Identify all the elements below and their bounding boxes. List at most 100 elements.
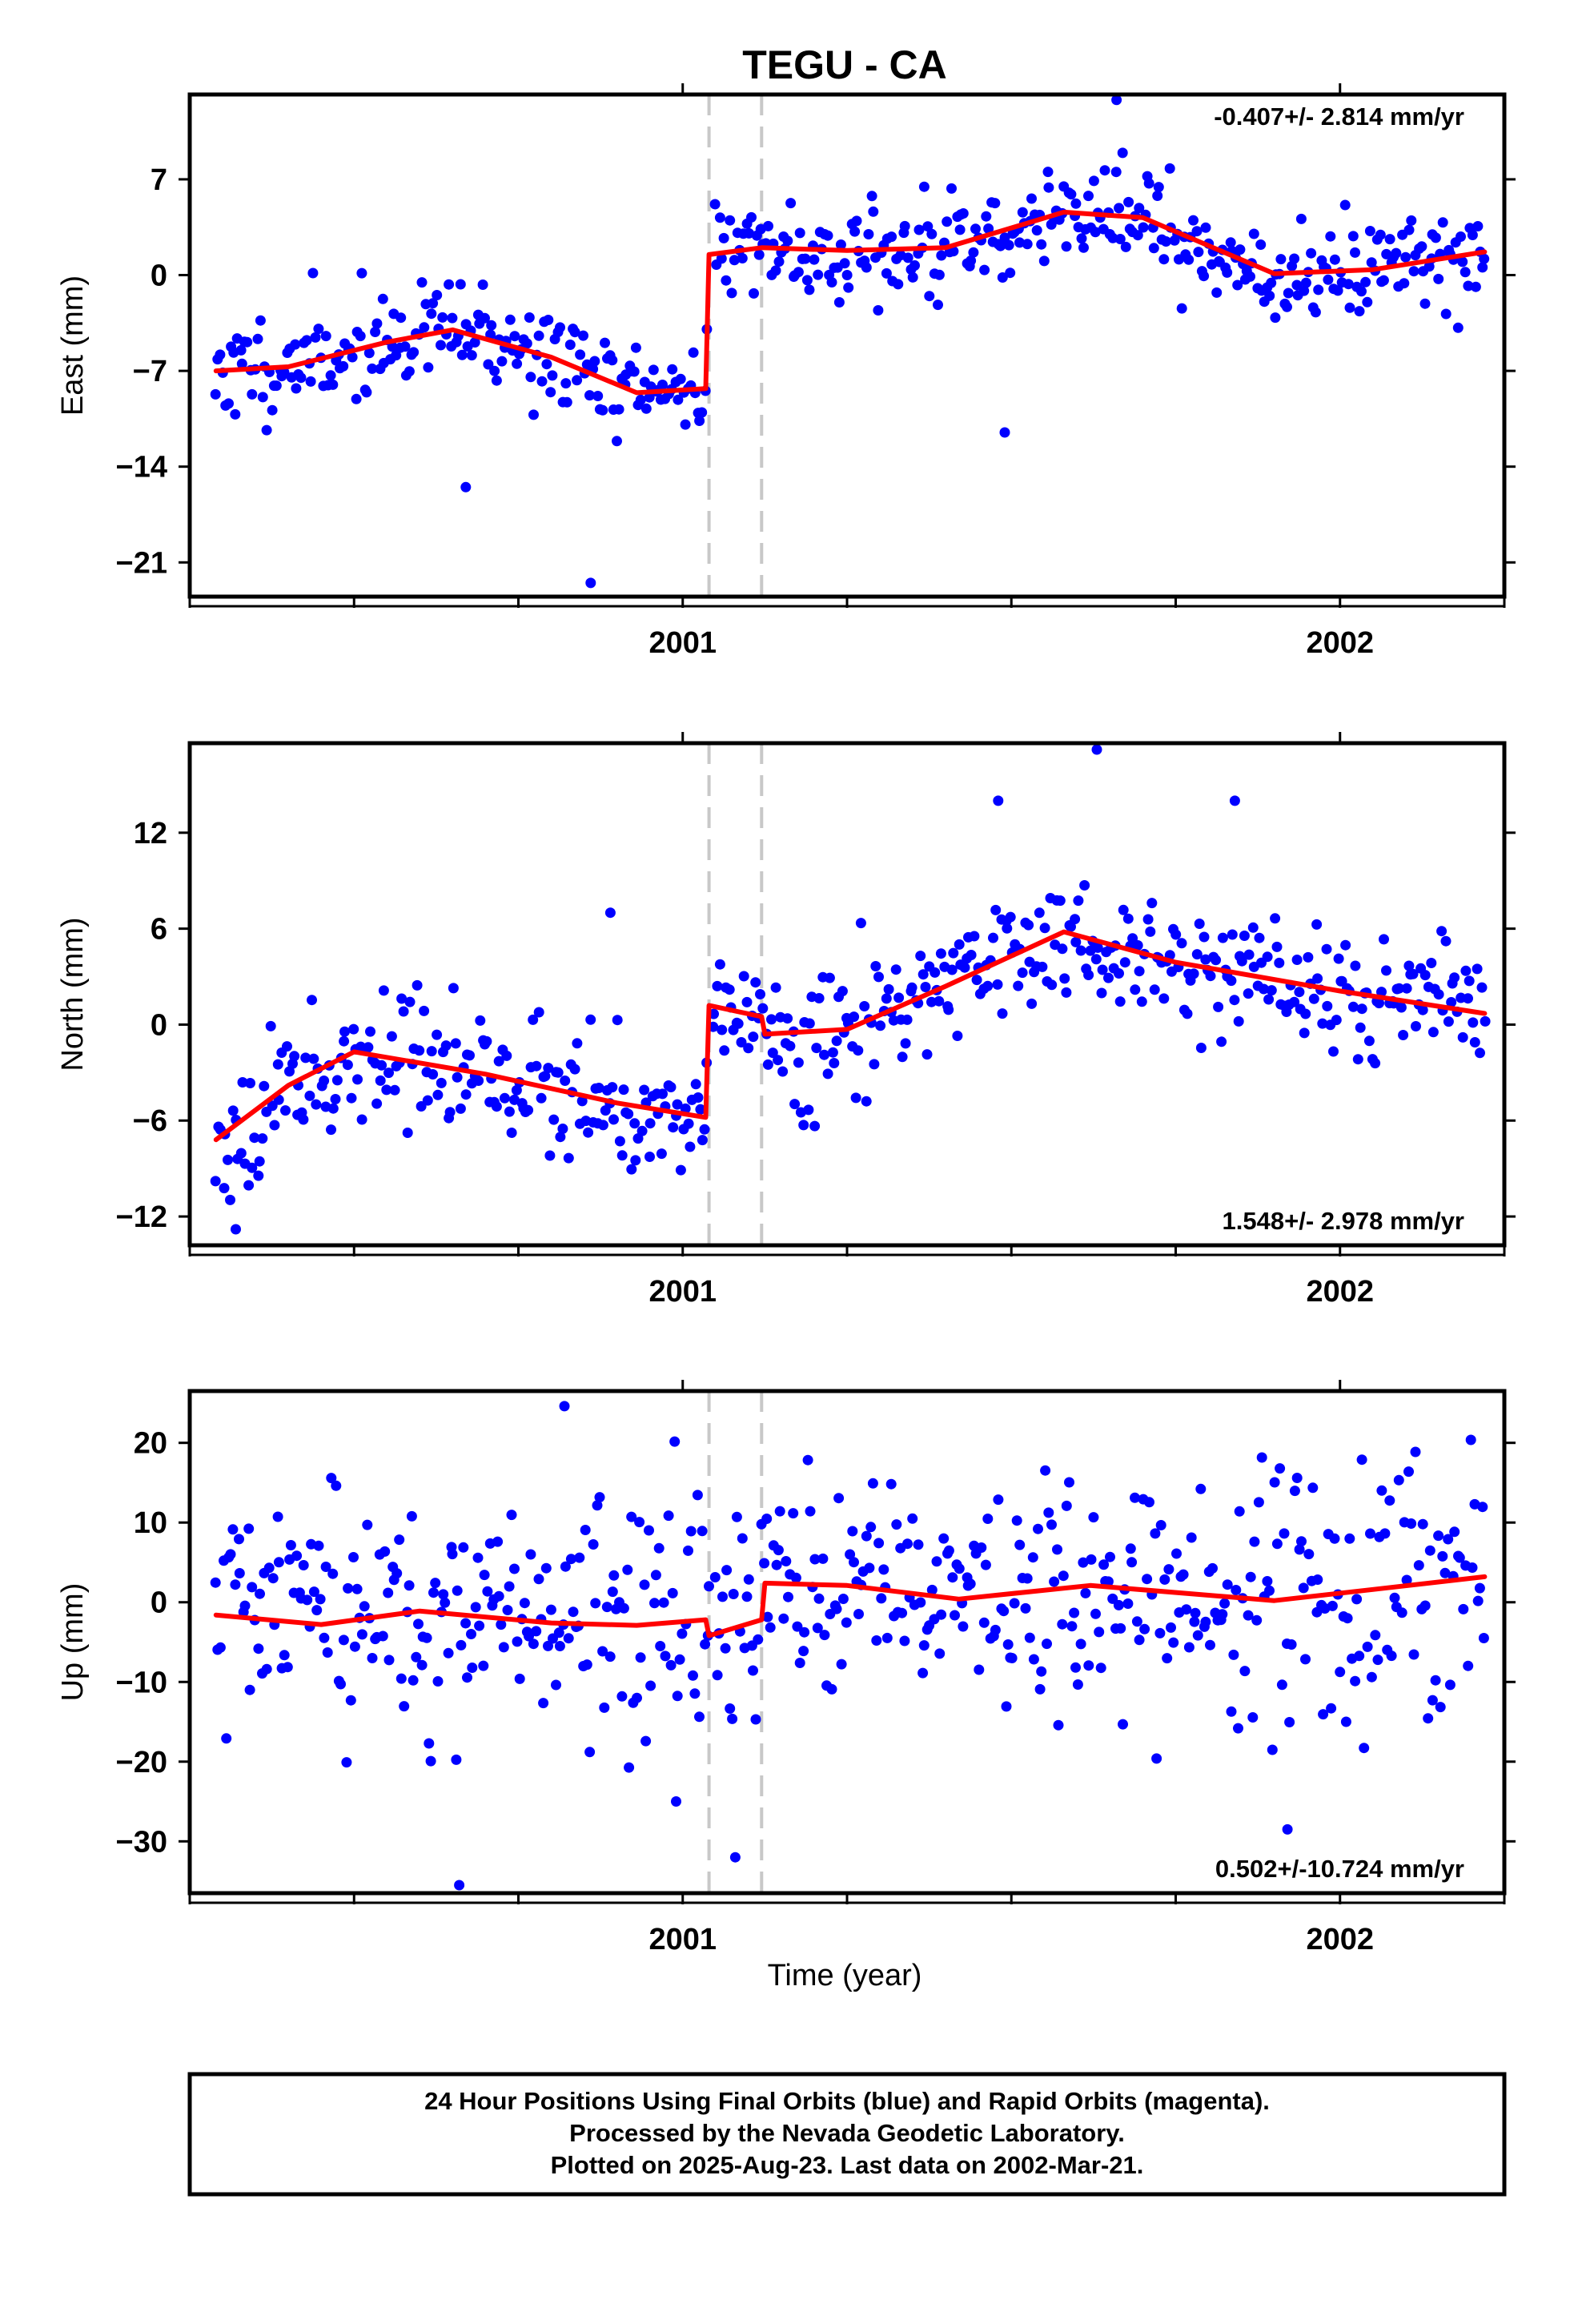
up-data-point [980, 1559, 991, 1570]
north-data-point [422, 1095, 433, 1106]
up-data-point [873, 1538, 885, 1549]
north-data-point [906, 982, 917, 993]
north-data-point [371, 1098, 383, 1109]
east-frame [187, 92, 1507, 599]
north-data-point [1103, 972, 1114, 983]
north-data-point [644, 1118, 656, 1129]
north-data-point [1350, 960, 1361, 971]
north-data-point [1303, 951, 1314, 963]
up-data-point [607, 1586, 618, 1598]
north-data-point [900, 1038, 911, 1049]
north-data-point [473, 1076, 484, 1086]
north-y-tick-label: −12 [116, 1200, 167, 1234]
up-data-point [1163, 1564, 1174, 1575]
up-data-point [440, 1597, 451, 1608]
north-data-point [741, 996, 753, 1007]
up-data-point [327, 1568, 339, 1579]
up-data-point [215, 1642, 226, 1653]
east-data-point [1120, 241, 1131, 252]
up-data-point [1142, 1574, 1153, 1585]
up-data-point [466, 1629, 476, 1639]
up-data-point [1437, 1550, 1448, 1562]
east-data-point [367, 363, 378, 374]
up-model-curve [213, 1574, 1488, 1638]
east-data-point [509, 331, 520, 342]
east-data-point [236, 358, 247, 369]
north-data-point [428, 1069, 439, 1080]
east-data-point [981, 211, 992, 222]
up-data-point [367, 1653, 378, 1663]
north-data-point [237, 1077, 248, 1088]
east-data-point [1295, 213, 1307, 224]
east-data-point [230, 408, 241, 420]
up-data-point [1372, 1655, 1383, 1666]
east-data-point [1193, 247, 1204, 258]
up-data-point [1239, 1666, 1251, 1677]
north-data-point [300, 1052, 311, 1063]
north-data-point [849, 1011, 860, 1023]
up-data-point [1144, 1497, 1154, 1508]
up-data-point [243, 1523, 255, 1534]
north-data-point [920, 982, 931, 992]
north-data-point [859, 1001, 870, 1011]
up-data-point [622, 1564, 633, 1575]
up-data-point [1057, 1618, 1068, 1630]
up-data-point [1186, 1532, 1197, 1543]
north-data-point [824, 972, 835, 983]
east-data-point [1099, 165, 1110, 176]
north-data-point [850, 1092, 861, 1104]
north-data-point [897, 1051, 908, 1063]
up-data-point [383, 1655, 395, 1666]
east-data-point [408, 347, 420, 358]
up-data-point [1064, 1477, 1074, 1488]
east-data-point [377, 293, 388, 304]
north-panel: 12 6 0 −6 −12 2001 2002 North (mm) 1.548+/- 2.97… [56, 732, 1516, 1309]
east-data-point [1199, 271, 1210, 282]
north-data-point [881, 993, 892, 1004]
north-data-point [1034, 907, 1045, 919]
north-data-point [557, 1124, 568, 1134]
east-data-point [833, 297, 845, 308]
up-data-point [671, 1796, 681, 1807]
north-data-point [235, 1148, 247, 1159]
east-data-point [1160, 236, 1171, 247]
east-data-point [1291, 279, 1303, 291]
east-data-point [1138, 222, 1149, 233]
east-data-point [223, 398, 234, 409]
east-data-point [247, 388, 258, 400]
up-data-point [221, 1733, 232, 1744]
up-data-point [1020, 1602, 1031, 1614]
up-data-point [831, 1603, 842, 1614]
east-data-point [1356, 286, 1367, 297]
north-data-point [1023, 919, 1034, 931]
east-data-point [1332, 285, 1343, 296]
up-data-point [543, 1640, 553, 1651]
east-data-point [480, 312, 490, 324]
up-data-point [841, 1617, 852, 1628]
east-data-point [1222, 267, 1233, 278]
north-data-point [523, 1104, 534, 1116]
north-data-point [1132, 940, 1143, 951]
north-x-tick-label: 2001 [648, 1275, 717, 1309]
up-velocity-label: 0.502+/-10.724 mm/yr [1215, 1855, 1464, 1883]
up-data-point [267, 1573, 279, 1584]
north-data-point [543, 1063, 554, 1074]
up-data-point [1386, 1651, 1397, 1662]
up-data-point [817, 1553, 829, 1564]
up-data-point [230, 1579, 241, 1590]
east-data-point [1255, 239, 1267, 250]
east-y-tick-label: −21 [116, 546, 167, 580]
north-y-tick-label: 0 [151, 1008, 167, 1042]
east-data-point [1003, 239, 1014, 251]
up-data-point [649, 1598, 660, 1609]
up-data-point [1351, 1594, 1363, 1605]
north-data-point [585, 1014, 596, 1025]
north-data-point [1370, 1058, 1381, 1069]
up-data-point [608, 1570, 620, 1581]
north-data-point [675, 1164, 686, 1176]
north-data-point [1013, 980, 1024, 991]
east-data-point [1022, 239, 1033, 250]
east-data-point [1406, 215, 1417, 226]
north-data-point [618, 1084, 629, 1096]
north-data-point [593, 1083, 604, 1093]
